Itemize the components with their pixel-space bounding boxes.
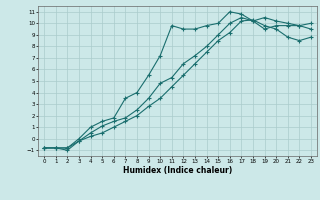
X-axis label: Humidex (Indice chaleur): Humidex (Indice chaleur) [123,166,232,175]
